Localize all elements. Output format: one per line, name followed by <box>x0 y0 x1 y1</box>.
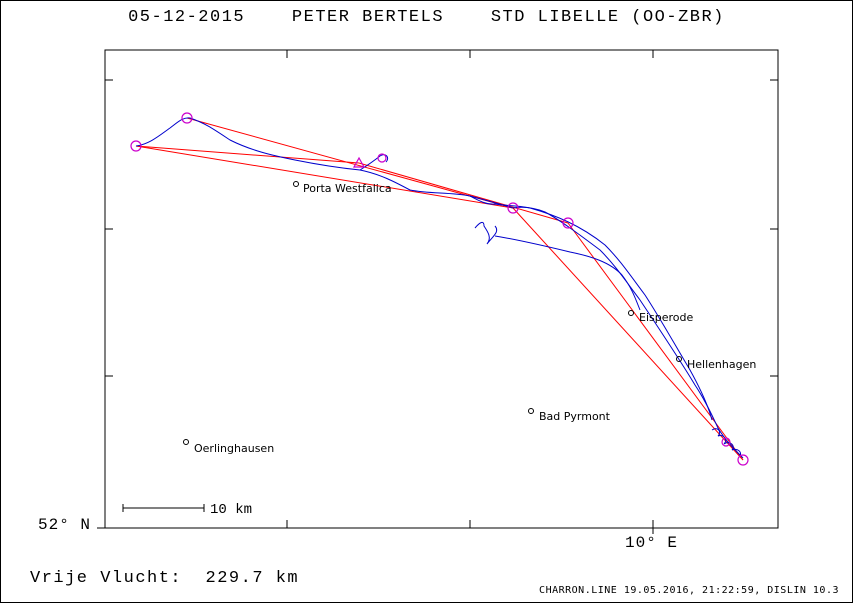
town-marker <box>528 408 534 414</box>
turnpoint-marker <box>181 112 193 124</box>
track-segment <box>474 221 498 245</box>
distance-summary: Vrije Vlucht: 229.7 km <box>30 569 300 588</box>
towns: Porta Westfalica Eisperode Hellenhagen B… <box>183 181 756 455</box>
task-legs <box>135 117 744 461</box>
start-triangle <box>352 156 366 168</box>
town-marker <box>183 439 189 445</box>
turnpoint-marker <box>737 454 749 466</box>
flight-track <box>135 117 744 459</box>
task-leg <box>135 145 360 164</box>
latitude-label: 52° N <box>38 516 92 534</box>
town-label: Porta Westfalica <box>303 182 392 195</box>
scale-bar: 10 km <box>122 502 252 518</box>
track-segment <box>135 117 744 459</box>
axis-ticks <box>97 50 778 534</box>
turnpoint-marker <box>130 140 142 152</box>
flight-title: 05-12-2015 PETER BERTELS STD LIBELLE (OO… <box>128 8 725 27</box>
town-marker <box>293 181 299 187</box>
town-marker <box>676 356 682 362</box>
longitude-label: 10° E <box>625 534 679 552</box>
turnpoint-marker <box>562 217 574 229</box>
town-label: Oerlinghausen <box>194 442 274 455</box>
track-segment <box>529 207 713 421</box>
task-leg <box>512 207 744 461</box>
turnpoint-marker <box>377 153 387 163</box>
town-label: Hellenhagen <box>687 358 756 371</box>
turnpoint-marker <box>721 437 731 447</box>
turnpoints <box>130 112 749 466</box>
task-leg <box>135 145 514 209</box>
generator-credit: CHARRON.LINE 19.05.2016, 21:22:59, DISLI… <box>539 585 839 596</box>
town-marker <box>628 310 634 316</box>
task-leg <box>186 117 514 209</box>
track-segment <box>494 235 641 311</box>
track-segment <box>359 154 389 171</box>
task-leg <box>358 162 569 224</box>
map-frame <box>104 49 779 529</box>
scale-label: 10 km <box>210 502 252 518</box>
turnpoint-marker <box>507 202 519 214</box>
task-leg <box>567 222 744 461</box>
town-label: Bad Pyrmont <box>539 410 611 423</box>
track-segment <box>711 428 741 457</box>
town-label: Eisperode <box>639 311 693 324</box>
